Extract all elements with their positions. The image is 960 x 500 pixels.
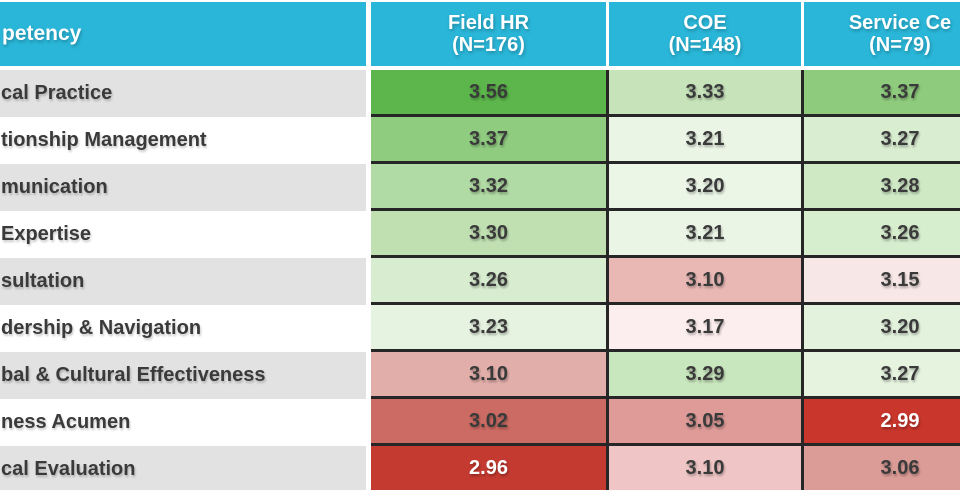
value-cell: 3.32 [371,164,606,208]
value-cell: 3.26 [804,211,960,255]
competency-header-label: petency [2,22,82,45]
value-cell: 3.05 [609,399,801,443]
row-label: munication [0,164,366,211]
value-cell: 3.02 [371,399,606,443]
column-sample-size: (N=148) [668,34,742,56]
value-cell: 3.30 [371,211,606,255]
heatmap-value-grid: 3.56 3.33 3.37 3.37 3.21 3.27 3.32 3.20 … [371,70,960,490]
value-cell: 3.37 [371,117,606,161]
value-cell: 2.99 [804,399,960,443]
row-label: bal & Cultural Effectiveness [0,352,366,399]
value-cell: 3.56 [371,70,606,114]
value-cell: 3.23 [371,305,606,349]
value-cell: 3.29 [609,352,801,396]
column-sample-size: (N=176) [452,34,525,56]
column-header-field-hr: Field HR (N=176) [371,2,606,66]
value-cell: 3.17 [609,305,801,349]
row-label: cal Practice [0,70,366,117]
column-title: Field HR [447,12,530,34]
value-cell: 3.27 [804,117,960,161]
value-cell: 3.20 [609,164,801,208]
row-label: tionship Management [0,117,366,164]
value-cell: 3.20 [804,305,960,349]
row-label-column: cal Practice tionship Management municat… [0,70,366,490]
row-label: ness Acumen [0,399,366,446]
row-label: Expertise [0,211,366,258]
value-cell: 3.27 [804,352,960,396]
value-cell: 3.21 [609,211,801,255]
competency-column-header: petency [0,2,366,66]
column-header-coe: COE (N=148) [609,2,801,66]
value-cell: 3.37 [804,70,960,114]
column-header-service-center: Service Ce (N=79) [804,2,960,66]
row-label: sultation [0,258,366,305]
value-cell: 3.10 [609,446,801,490]
value-cell: 3.06 [804,446,960,490]
value-cell: 3.10 [371,352,606,396]
column-title: Service Ce [848,12,952,34]
table-header-row: Field HR (N=176) COE (N=148) Service Ce … [371,2,960,66]
row-label: dership & Navigation [0,305,366,352]
value-cell: 3.21 [609,117,801,161]
value-cell: 2.96 [371,446,606,490]
value-cell: 3.26 [371,258,606,302]
row-label: cal Evaluation [0,446,366,490]
value-cell: 3.33 [609,70,801,114]
value-cell: 3.10 [609,258,801,302]
column-sample-size: (N=79) [869,34,931,56]
value-cell: 3.15 [804,258,960,302]
value-cell: 3.28 [804,164,960,208]
column-title: COE [683,12,727,34]
